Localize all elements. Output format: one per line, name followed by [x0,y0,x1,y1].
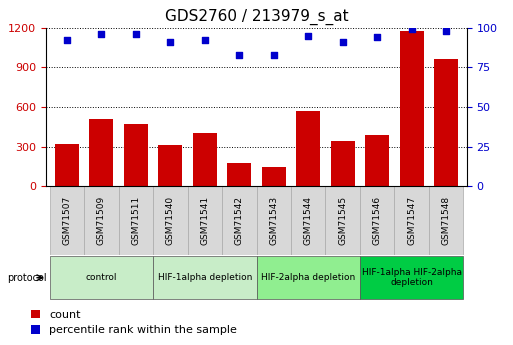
Bar [394,186,429,255]
Text: HIF-2alpha depletion: HIF-2alpha depletion [261,273,356,282]
Point [97,31,106,37]
Bar [89,119,113,186]
Text: GSM71542: GSM71542 [235,196,244,245]
Bar [50,186,84,255]
Bar [119,186,153,255]
Text: GSM71548: GSM71548 [442,196,450,245]
Bar [291,186,325,255]
Bar [124,124,148,186]
Bar [360,186,394,255]
Text: GSM71543: GSM71543 [269,196,278,245]
Point [235,52,243,57]
Text: GSM71540: GSM71540 [166,196,175,245]
Point [201,38,209,43]
Point [132,31,140,37]
Bar [55,144,79,186]
Point [166,39,174,45]
Text: protocol: protocol [7,273,47,283]
Text: control: control [86,273,117,282]
Bar [429,186,463,255]
Legend: count, percentile rank within the sample: count, percentile rank within the sample [31,310,237,335]
Point [63,38,71,43]
Bar [50,256,153,299]
Bar [325,186,360,255]
Bar [331,141,355,186]
Text: HIF-1alpha depletion: HIF-1alpha depletion [157,273,252,282]
Bar [227,163,251,186]
Text: GSM71511: GSM71511 [131,196,141,245]
Bar [153,186,188,255]
Bar [222,186,256,255]
Bar [188,186,222,255]
Text: GSM71509: GSM71509 [97,196,106,245]
Bar [365,135,389,186]
Text: GSM71546: GSM71546 [372,196,382,245]
Bar [262,167,286,186]
Point [339,39,347,45]
Text: HIF-1alpha HIF-2alpha
depletion: HIF-1alpha HIF-2alpha depletion [362,268,462,287]
Bar [434,59,458,186]
Bar [84,186,119,255]
Text: GSM71547: GSM71547 [407,196,416,245]
Point [373,34,381,40]
Title: GDS2760 / 213979_s_at: GDS2760 / 213979_s_at [165,9,348,25]
Bar [360,256,463,299]
Point [407,27,416,32]
Bar [400,31,424,186]
Bar [153,256,256,299]
Text: GSM71507: GSM71507 [63,196,71,245]
Bar [256,256,360,299]
Text: GSM71541: GSM71541 [200,196,209,245]
Text: GSM71545: GSM71545 [338,196,347,245]
Point [442,28,450,33]
Point [270,52,278,57]
Bar [158,145,182,186]
Text: GSM71544: GSM71544 [304,196,313,245]
Bar [193,134,217,186]
Point [304,33,312,38]
Bar [296,111,320,186]
Bar [256,186,291,255]
